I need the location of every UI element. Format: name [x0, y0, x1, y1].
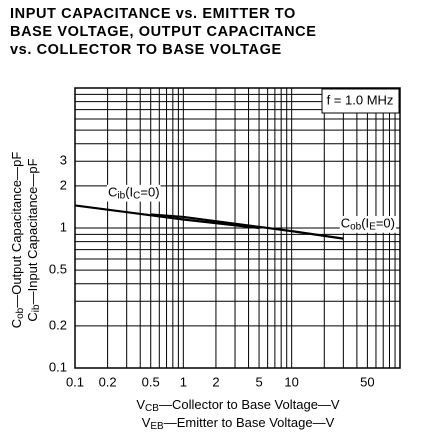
x-axis-label: VEB—Emitter to Base Voltage—V — [142, 415, 335, 432]
legend-label-bg — [339, 216, 396, 233]
y-tick-label: 0.1 — [49, 359, 67, 374]
legend-label: Cib(IC=0) — [108, 185, 160, 202]
legend-label-part: C — [341, 216, 350, 231]
legend-label-part: =0) — [376, 216, 395, 231]
y-axis-label: Cob—Output Capacitance—pF — [9, 152, 26, 329]
y-axis-label-part: C — [25, 312, 40, 321]
y-tick-label: 0.2 — [49, 317, 67, 332]
x-axis-label-part: V — [142, 415, 151, 430]
annotation-box — [321, 88, 400, 114]
y-tick-label: 2 — [60, 177, 67, 192]
tick-label-bg — [45, 153, 71, 170]
plot-frame — [74, 87, 401, 369]
y-axis-label-part: —Input Capacitance—pF — [25, 158, 40, 304]
y-axis-label-part: —Output Capacitance—pF — [9, 152, 24, 308]
x-tick-label: 1 — [180, 374, 187, 389]
x-tick-label: 2 — [212, 374, 219, 389]
x-axis-label-part: CB — [145, 403, 159, 414]
x-axis-label-part: —Emitter to Base Voltage—V — [164, 415, 335, 430]
tick-label-bg — [45, 360, 71, 376]
x-tick-label: 10 — [284, 374, 298, 389]
x-tick-label: 5 — [255, 374, 262, 389]
legend-label-part: =0) — [140, 185, 159, 200]
legend-label-part: ib — [117, 191, 125, 202]
legend-label: Cob(IE=0) — [341, 216, 395, 233]
x-axis-label: VCB—Collector to Base Voltage—V — [136, 397, 340, 414]
tick-label-bg — [45, 177, 71, 194]
y-axis-label-part: C — [9, 319, 24, 328]
x-tick-label: 0.2 — [99, 374, 117, 389]
series-line — [74, 204, 260, 230]
y-tick-label: 3 — [60, 153, 67, 168]
legend-label-part: (I — [361, 216, 369, 231]
x-axis-label-part: —Collector to Base Voltage—V — [159, 397, 340, 412]
chart-title: vs. COLLECTOR TO BASE VOLTAGE — [10, 42, 282, 58]
series-line — [150, 213, 344, 240]
tick-label-bg — [45, 262, 71, 279]
legend-label-part: E — [369, 222, 376, 233]
y-tick-label: 0.5 — [49, 262, 67, 277]
annotation: f = 1.0 MHz — [327, 92, 394, 107]
legend-label-part: C — [108, 185, 117, 200]
tick-label-bg — [45, 220, 71, 236]
y-tick-label: 1 — [60, 219, 67, 234]
y-axis-label: Cib—Input Capacitance—pF — [25, 158, 42, 321]
legend-label-bg — [107, 184, 161, 202]
x-tick-label: 0.1 — [66, 374, 84, 389]
x-axis-label-part: EB — [150, 421, 164, 432]
chart-title: BASE VOLTAGE, OUTPUT CAPACITANCE — [10, 24, 317, 40]
y-axis-label-part: ib — [31, 304, 42, 312]
tick-label-bg — [45, 317, 71, 334]
x-axis-label-part: V — [136, 397, 145, 412]
legend-label-part: ob — [350, 222, 362, 233]
y-axis-label-part: ob — [15, 307, 26, 319]
x-tick-label: 50 — [360, 374, 374, 389]
chart-title: INPUT CAPACITANCE vs. EMITTER TO — [10, 6, 296, 22]
legend-label-part: C — [133, 191, 140, 202]
x-tick-label: 0.5 — [142, 374, 160, 389]
legend-label-part: (I — [125, 185, 133, 200]
